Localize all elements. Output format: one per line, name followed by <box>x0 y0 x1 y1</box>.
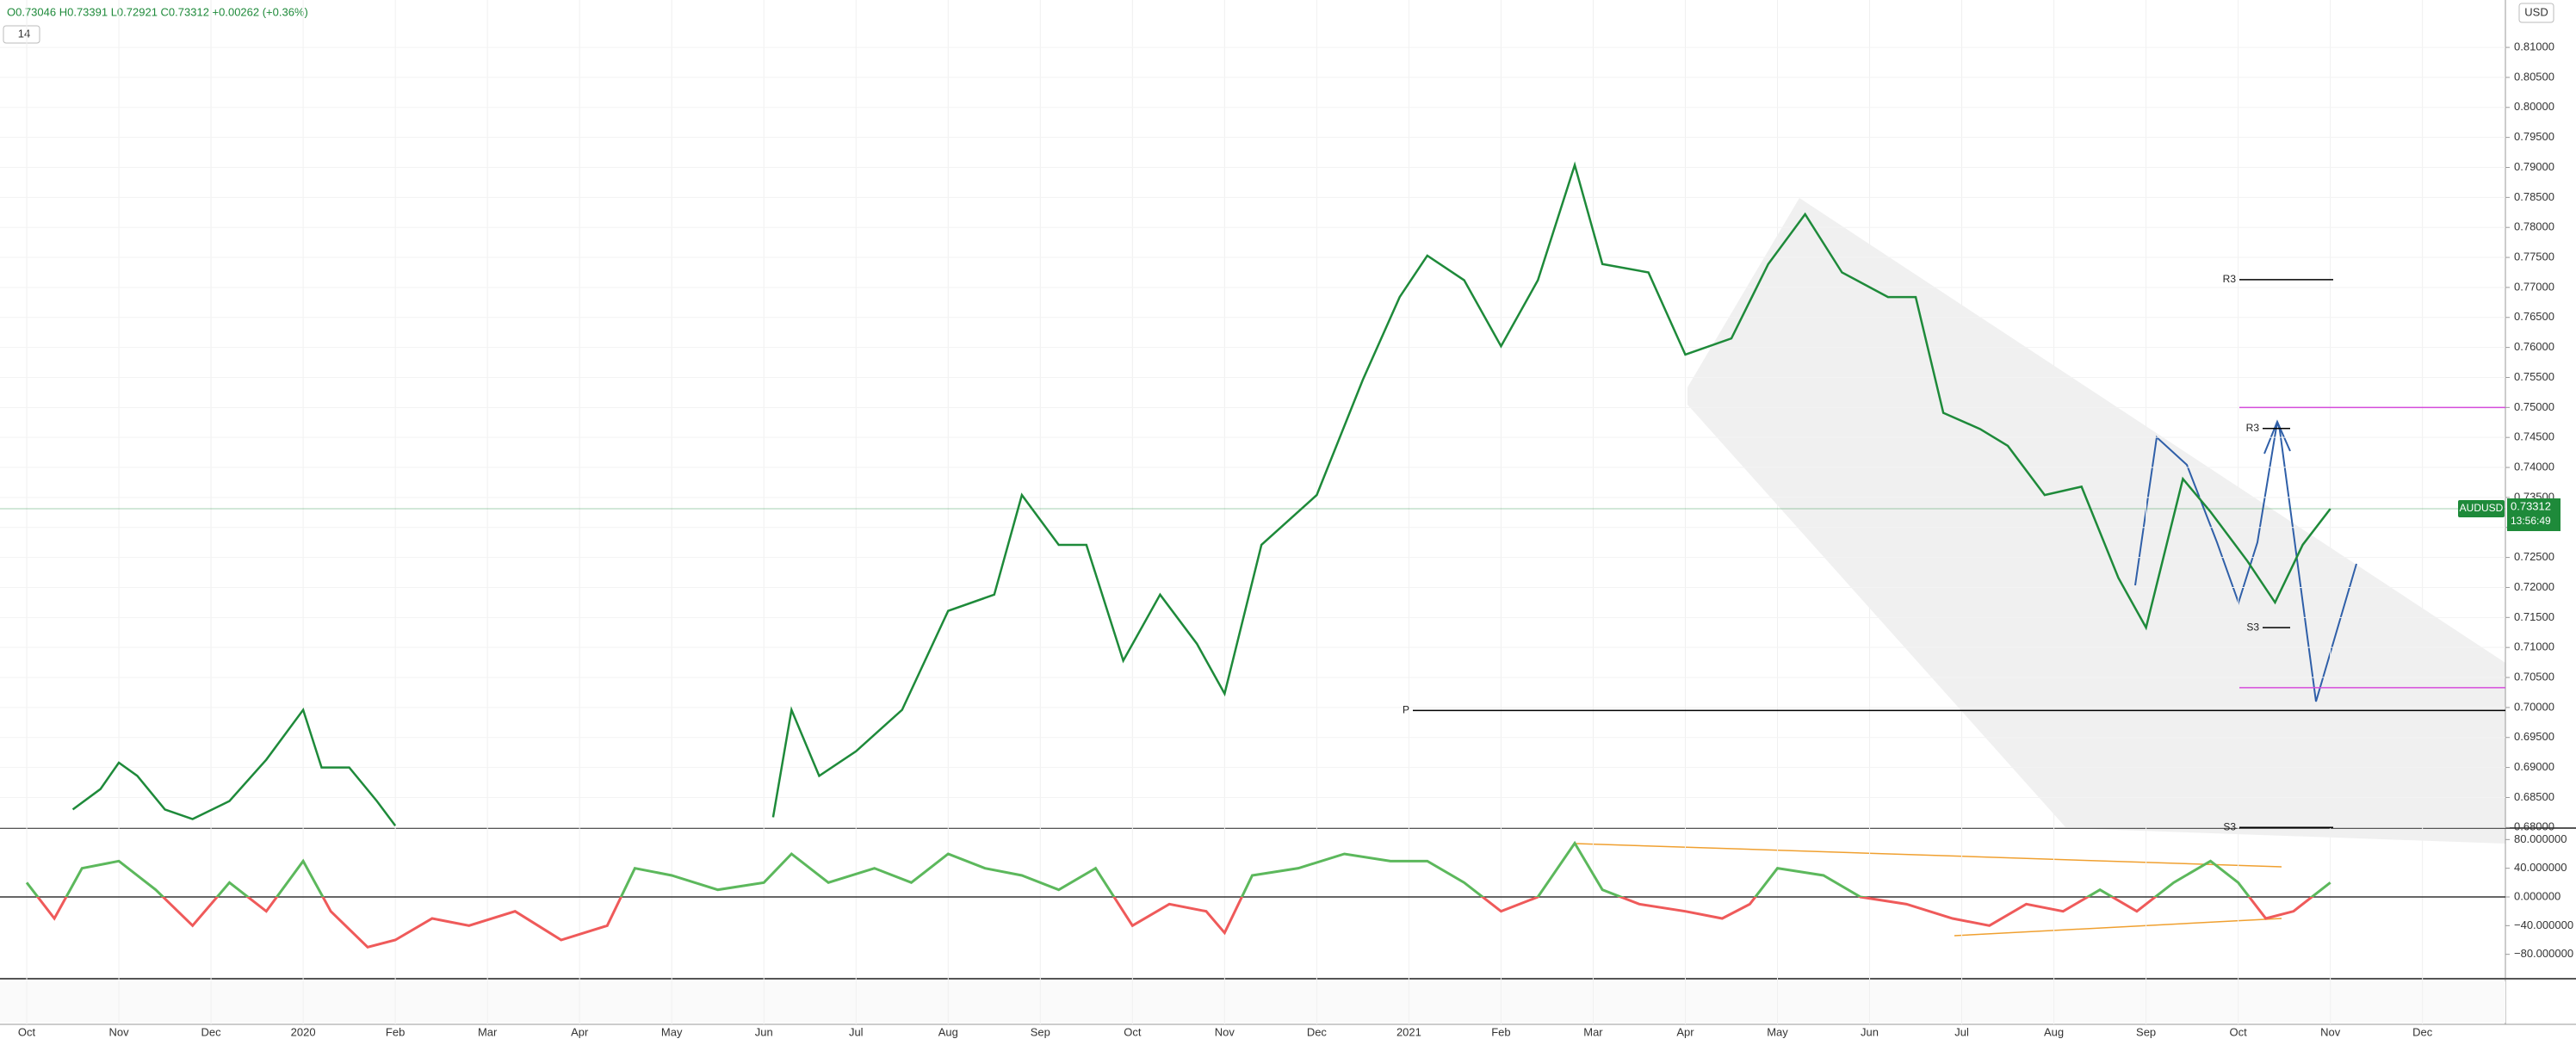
y-tick-label: 0.000000 <box>2514 889 2561 902</box>
x-tick-label: Jul <box>849 1025 864 1038</box>
pivot-label: S3 <box>2246 621 2259 633</box>
trend-line <box>1954 918 2282 937</box>
y-tick-label: 0.71500 <box>2514 610 2554 623</box>
y-tick-label: 0.81000 <box>2514 40 2554 53</box>
x-tick-label: Dec <box>201 1025 222 1038</box>
symbol-tag <box>2458 500 2505 518</box>
y-tick-label: 0.72500 <box>2514 550 2554 563</box>
x-tick-label: 2021 <box>1396 1025 1421 1038</box>
y-tick-label: 0.74500 <box>2514 430 2554 443</box>
y-tick-label: 0.79500 <box>2514 130 2554 143</box>
y-tick-label: 0.79000 <box>2514 160 2554 173</box>
pivot-label: R3 <box>2223 273 2237 285</box>
x-tick-label: Nov <box>1215 1025 1235 1038</box>
currency-box[interactable] <box>2518 3 2554 23</box>
pivot-label: P <box>1403 704 1409 716</box>
y-tick-label: 0.70500 <box>2514 670 2554 683</box>
y-tick-label: −80.000000 <box>2514 947 2573 960</box>
x-tick-label: May <box>661 1025 683 1038</box>
y-tick-label: 0.80000 <box>2514 100 2554 113</box>
y-tick-label: 0.78500 <box>2514 190 2554 203</box>
y-tick-label: 40.000000 <box>2514 861 2567 874</box>
x-tick-label: Nov <box>2320 1025 2341 1038</box>
y-tick-label: 0.74000 <box>2514 460 2554 473</box>
y-tick-label: 0.75000 <box>2514 400 2554 413</box>
y-tick-label: 0.71000 <box>2514 640 2554 653</box>
x-tick-label: Sep <box>1031 1025 1050 1038</box>
x-tick-label: Jun <box>1861 1025 1879 1038</box>
pivot-label: S3 <box>2223 820 2236 832</box>
x-tick-label: Apr <box>571 1025 589 1038</box>
x-tick-label: Mar <box>1583 1025 1603 1038</box>
y-tick-label: 0.78000 <box>2514 220 2554 233</box>
y-tick-label: 0.77500 <box>2514 250 2554 263</box>
x-tick-label: Aug <box>2044 1025 2064 1038</box>
ohlc-readout: O0.73046 H0.73391 L0.72921 C0.73312 +0.0… <box>7 5 308 18</box>
x-tick-label: Jul <box>1954 1025 1969 1038</box>
y-tick-label: 0.72000 <box>2514 580 2554 593</box>
x-tick-label: Feb <box>386 1025 405 1038</box>
x-tick-label: Apr <box>1676 1025 1694 1038</box>
price-tag-value: 0.73312 <box>2511 499 2551 512</box>
trend-line <box>1575 843 2282 868</box>
y-tick-label: 0.68500 <box>2514 790 2554 803</box>
y-tick-label: 0.77000 <box>2514 280 2554 293</box>
currency[interactable]: USD <box>2524 5 2548 18</box>
oscillator-negative <box>35 897 2314 949</box>
projection-path <box>2134 421 2357 702</box>
y-tick-label: 0.75500 <box>2514 370 2554 383</box>
x-tick-label: Jun <box>755 1025 773 1038</box>
pivot-label: R3 <box>2246 422 2260 434</box>
price-tag-time: 13:56:49 <box>2511 515 2551 527</box>
x-tick-label: Oct <box>2230 1025 2248 1038</box>
x-tick-label: May <box>1767 1025 1788 1038</box>
interval: 14 <box>18 27 30 40</box>
x-tick-label: Feb <box>1491 1025 1510 1038</box>
x-tick-label: Dec <box>2412 1025 2433 1038</box>
y-tick-label: 0.68000 <box>2514 820 2554 833</box>
price-tag <box>2507 498 2561 532</box>
y-tick-label: 0.76500 <box>2514 310 2554 323</box>
y-tick-label: 0.76000 <box>2514 340 2554 353</box>
x-tick-label: Nov <box>108 1025 129 1038</box>
x-tick-label: Dec <box>1307 1025 1328 1038</box>
x-tick-label: Mar <box>478 1025 498 1038</box>
interval-box <box>3 25 40 44</box>
x-tick-label: 2020 <box>291 1025 316 1038</box>
y-tick-label: 0.69000 <box>2514 760 2554 773</box>
y-tick-label: 0.80500 <box>2514 70 2554 83</box>
arrow-head <box>2263 419 2291 454</box>
symbol-tag-label: AUDUSD <box>2460 502 2504 514</box>
x-tick-label: Aug <box>938 1025 958 1038</box>
x-tick-label: Oct <box>1124 1025 1142 1038</box>
y-tick-label: −40.000000 <box>2514 918 2573 931</box>
x-tick-label: Oct <box>18 1025 36 1038</box>
y-tick-label: 80.000000 <box>2514 832 2567 845</box>
y-tick-label: 0.69500 <box>2514 730 2554 743</box>
lower-pane <box>0 981 2505 1023</box>
x-tick-label: Sep <box>2136 1025 2156 1038</box>
price-line <box>71 161 2331 826</box>
y-tick-label: 0.70000 <box>2514 700 2554 713</box>
